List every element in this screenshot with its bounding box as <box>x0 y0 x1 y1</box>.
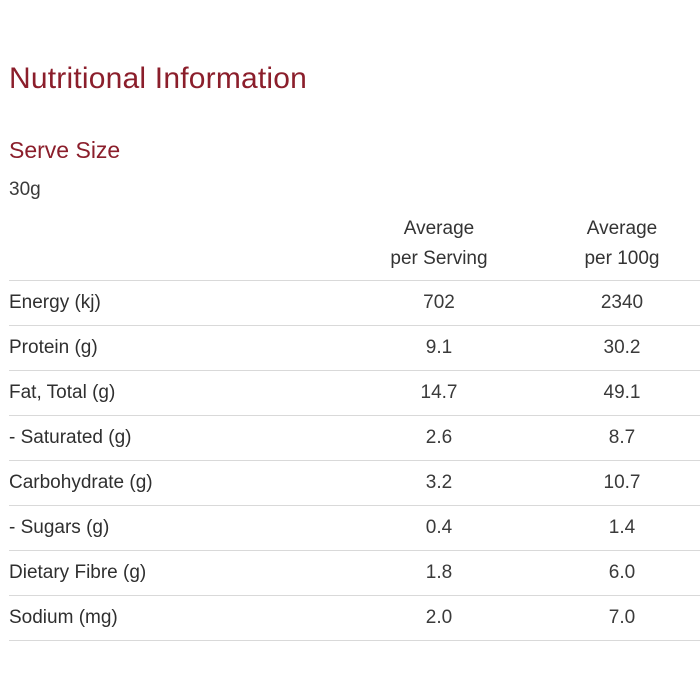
per-100g-value: 1.4 <box>608 517 636 538</box>
serve-size-heading: Serve Size <box>9 137 121 163</box>
per-serving-value: 1.8 <box>425 562 453 583</box>
page-title: Nutritional Information <box>9 62 308 95</box>
column-header-per-100g: Average per 100g <box>532 214 700 274</box>
table-row: Carbohydrate (g) 3.2 10.7 <box>9 461 700 506</box>
nutrient-label: Protein (g) <box>9 337 98 358</box>
per-serving-value: 2.6 <box>425 427 453 448</box>
table-row: Dietary Fibre (g) 1.8 6.0 <box>9 551 700 596</box>
per-100g-value: 2340 <box>600 292 644 313</box>
per-serving-value: 3.2 <box>425 472 453 493</box>
nutrient-label: Energy (kj) <box>9 292 101 313</box>
per-100g-value: 6.0 <box>608 562 636 583</box>
table-row: Sodium (mg) 2.0 7.0 <box>9 596 700 641</box>
nutrient-label: - Saturated (g) <box>9 427 132 448</box>
per-100g-value: 8.7 <box>608 427 636 448</box>
column-header-line: Average <box>586 218 658 239</box>
nutrient-label: Dietary Fibre (g) <box>9 562 147 583</box>
per-100g-value: 10.7 <box>603 472 641 493</box>
per-100g-value: 7.0 <box>608 607 636 628</box>
table-header-row: Average per Serving Average per 100g <box>9 213 700 281</box>
per-serving-value: 2.0 <box>425 607 453 628</box>
serve-size-value: 30g <box>9 179 41 200</box>
column-header-line: per 100g <box>584 248 660 269</box>
nutrient-label: - Sugars (g) <box>9 517 110 538</box>
table-row: Energy (kj) 702 2340 <box>9 281 700 326</box>
per-100g-value: 49.1 <box>603 382 641 403</box>
table-row: - Sugars (g) 0.4 1.4 <box>9 506 700 551</box>
per-100g-value: 30.2 <box>603 337 641 358</box>
per-serving-value: 702 <box>423 292 455 313</box>
table-row: Protein (g) 9.1 30.2 <box>9 326 700 371</box>
per-serving-value: 14.7 <box>420 382 458 403</box>
nutrient-label: Carbohydrate (g) <box>9 472 153 493</box>
table-row: Fat, Total (g) 14.7 49.1 <box>9 371 700 416</box>
column-header-line: Average <box>403 218 475 239</box>
column-header-per-serving: Average per Serving <box>349 214 529 274</box>
per-serving-value: 9.1 <box>425 337 453 358</box>
nutrition-table: Average per Serving Average per 100g Ene… <box>9 213 700 641</box>
nutrient-label: Sodium (mg) <box>9 607 118 628</box>
nutrient-label: Fat, Total (g) <box>9 382 116 403</box>
table-row: - Saturated (g) 2.6 8.7 <box>9 416 700 461</box>
column-header-line: per Serving <box>390 248 488 269</box>
per-serving-value: 0.4 <box>425 517 453 538</box>
